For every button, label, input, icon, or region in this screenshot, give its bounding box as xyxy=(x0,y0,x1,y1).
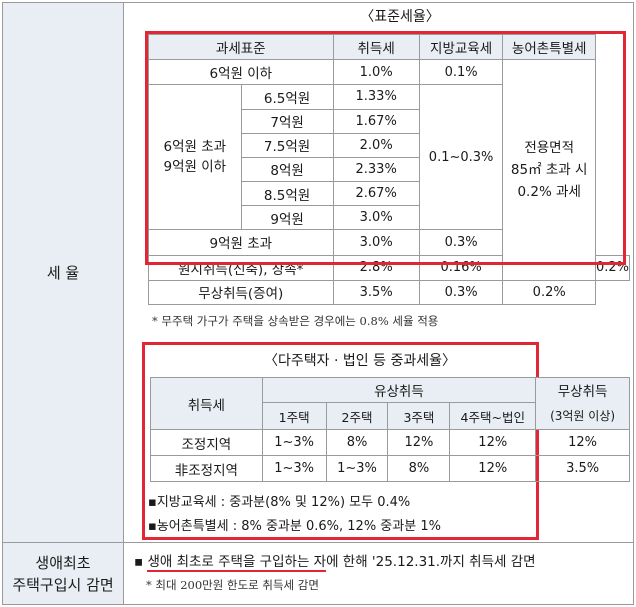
mid-range-label: 6억원 초과 9억원 이하 xyxy=(148,84,242,231)
rate-cell: 12% xyxy=(535,429,630,456)
rate-cell: 1~3% xyxy=(261,429,327,456)
table-row: 조정지역 1~3% 8% 12% 12% 12% xyxy=(150,429,630,456)
heavy-rate-table: 취득세 유상취득 무상취득 (3억원 이상) 1주택 2주택 3주택 4주택~법… xyxy=(150,377,630,482)
rural-rate: 0.2% xyxy=(502,279,596,306)
header-acq-tax: 취득세 xyxy=(150,377,263,430)
first-home-content xyxy=(123,542,634,605)
first-home-bullet: ▪ 생애 최초로 주택을 구입하는 자에 한해 '25.12.31.까지 취득세… xyxy=(134,550,630,572)
table-row: 7.5억원 2.0% xyxy=(149,132,630,158)
heavy-rate-title: 〈다주택자 · 법인 등 중과세율〉 xyxy=(264,353,456,369)
rate-cell: 12% xyxy=(387,429,451,456)
header-1-house: 1주택 xyxy=(261,402,327,430)
rate-cell: 3.5% xyxy=(535,455,630,482)
table-row: 9억원 초과 3.0% 0.3% xyxy=(148,229,630,256)
acq-rate: 2.67% xyxy=(332,181,420,207)
bullet-icon: ▪ xyxy=(148,519,157,534)
table-row: 무상취득(증여) 3.5% 0.3% 0.2% xyxy=(148,279,630,306)
edu-rate: 0.3% xyxy=(418,229,504,256)
first-home-label: 생애최초 주택구입시 감면 xyxy=(2,542,124,605)
row-label: 6억원 이하 xyxy=(148,59,334,86)
bullet-icon: ▪ xyxy=(148,495,157,510)
standard-rate-note: * 무주택 가구가 주택을 상속받은 경우에는 0.8% 세율 적용 xyxy=(152,314,439,328)
edu-rate: 0.1% xyxy=(418,59,504,86)
row-label: 6.5억원 xyxy=(240,84,334,110)
row-label: 무상취득(증여) xyxy=(148,279,334,306)
row-label: 7억원 xyxy=(240,108,334,134)
header-acquisition-tax: 취득세 xyxy=(332,33,420,61)
edu-rate: 0.3% xyxy=(418,279,504,306)
header-rural-special-tax: 농어촌특별세 xyxy=(502,33,596,61)
heavy-bullet-edu: ▪지방교육세 : 중과분(8% 및 12%) 모두 0.4% xyxy=(148,495,411,510)
acq-rate: 1.0% xyxy=(332,59,420,86)
bullet-icon: ▪ xyxy=(134,554,144,570)
acq-rate: 3.5% xyxy=(332,279,420,306)
rate-cell: 12% xyxy=(449,455,537,482)
table-row: 6억원 초과 9억원 이하 6.5억원 1.33% 0.1~0.3% xyxy=(148,84,630,231)
region-label: 조정지역 xyxy=(150,429,263,456)
mid-edu-rate: 0.1~0.3% xyxy=(418,84,504,231)
row-label: 8억원 xyxy=(240,156,334,183)
acq-rate: 1.67% xyxy=(332,108,420,134)
header-4-houses-corp: 4주택~법인 xyxy=(449,402,537,430)
header-tax-base: 과세표준 xyxy=(148,33,334,61)
header-free-acquisition: 무상취득 (3억원 이상) xyxy=(535,377,630,430)
edu-rate: 0.16% xyxy=(418,254,504,281)
first-home-rest-text: 에 한해 '25.12.31.까지 취득세 감면 xyxy=(326,554,536,570)
header-3-houses: 3주택 xyxy=(387,402,451,430)
rate-cell: 8% xyxy=(325,429,389,456)
standard-rate-title: 〈표준세율〉 xyxy=(360,9,440,25)
heavy-bullet-rural: ▪농어촌특별세 : 8% 중과분 0.6%, 12% 중과분 1% xyxy=(148,519,441,534)
header-local-education-tax: 지방교육세 xyxy=(418,33,504,61)
tax-rate-label: 세 율 xyxy=(2,2,124,543)
row-label: 8.5억원 xyxy=(240,181,334,207)
acq-rate: 2.33% xyxy=(332,156,420,183)
header-paid-acquisition: 유상취득 xyxy=(261,377,537,403)
header-2-houses: 2주택 xyxy=(325,402,389,430)
table-row: 7억원 1.67% xyxy=(149,108,630,134)
rate-cell: 1~3% xyxy=(261,455,327,482)
rural-tax-cell: 전용면적 85㎡ 초과 시 0.2% 과세 xyxy=(502,59,596,281)
acq-rate: 3.0% xyxy=(332,229,420,256)
first-home-note: * 최대 200만원 한도로 취득세 감면 xyxy=(146,578,319,592)
row-label: 원시취득(신축), 상속* xyxy=(148,254,334,281)
rate-cell: 1~3% xyxy=(325,455,389,482)
first-home-highlight-text: 생애 최초로 주택을 구입하는 자 xyxy=(147,554,327,572)
table-row: 6억원 이하 1.0% 0.1% 전용면적 85㎡ 초과 시 0.2% 과세 xyxy=(148,59,630,281)
standard-rate-table: 과세표준 취득세 지방교육세 농어촌특별세 6억원 이하 1.0% 0.1% 전… xyxy=(148,33,631,306)
rate-cell: 12% xyxy=(449,429,537,456)
standard-rate-highlight xyxy=(145,31,626,265)
acq-rate: 1.33% xyxy=(332,84,420,110)
row-label: 7.5억원 xyxy=(240,132,334,158)
table-row: 非조정지역 1~3% 1~3% 8% 12% 3.5% xyxy=(150,455,630,482)
rate-cell: 8% xyxy=(387,455,451,482)
table-row: 8.5억원 2.67% xyxy=(149,181,630,207)
table-row: 8억원 2.33% xyxy=(149,156,630,183)
region-label: 非조정지역 xyxy=(150,455,263,482)
